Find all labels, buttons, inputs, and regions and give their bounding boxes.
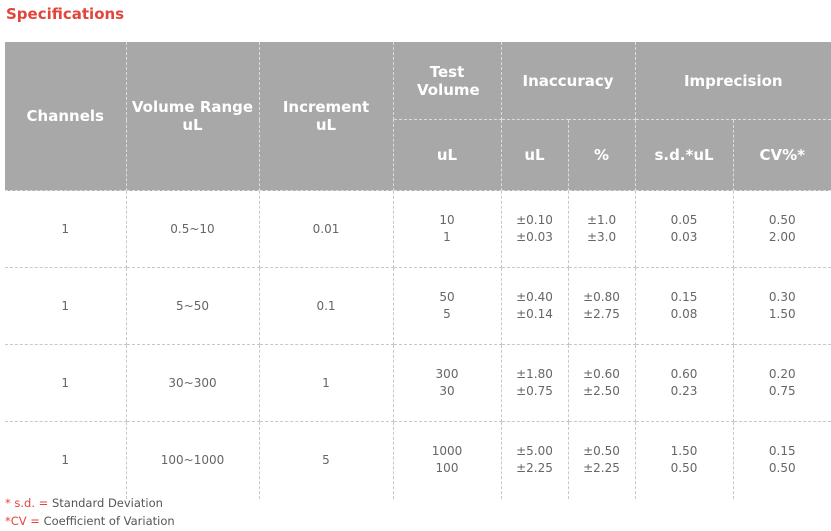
cell-inaccuracy-pct: ±0.50 ±2.25 bbox=[568, 421, 636, 499]
table-row: 1 100~1000 5 1000 100 ±5.00 ±2.25 ±0.50 ±2.… bbox=[5, 421, 831, 499]
header-sd-ul: s.d.*uL bbox=[635, 119, 734, 191]
cell-increment: 5 bbox=[259, 421, 394, 499]
header-test-volume: Test Volume bbox=[393, 42, 502, 120]
table-row: 1 5~50 0.1 50 5 ±0.40 ±0.14 ±0.80 ±2.75 0.1… bbox=[5, 267, 831, 345]
cell-test-volume: 1000 100 bbox=[393, 421, 502, 499]
cell-sd: 0.60 0.23 bbox=[635, 344, 734, 422]
cell-channels: 1 bbox=[5, 267, 127, 345]
cell-cv: 0.50 2.00 bbox=[733, 190, 831, 268]
cell-cv: 0.30 1.50 bbox=[733, 267, 831, 345]
header-inaccuracy-ul: uL bbox=[501, 119, 569, 191]
header-increment: Increment uL bbox=[259, 42, 394, 191]
cell-test-volume: 50 5 bbox=[393, 267, 502, 345]
cell-channels: 1 bbox=[5, 344, 127, 422]
cell-channels: 1 bbox=[5, 190, 127, 268]
cell-volume-range: 100~1000 bbox=[126, 421, 260, 499]
cell-channels: 1 bbox=[5, 421, 127, 499]
cell-volume-range: 5~50 bbox=[126, 267, 260, 345]
cell-inaccuracy-pct: ±1.0 ±3.0 bbox=[568, 190, 636, 268]
header-cv-pct: CV%* bbox=[733, 119, 831, 191]
cell-increment: 1 bbox=[259, 344, 394, 422]
header-imprecision: Imprecision bbox=[635, 42, 831, 120]
cell-inaccuracy-ul: ±0.40 ±0.14 bbox=[501, 267, 569, 345]
cell-inaccuracy-ul: ±0.10 ±0.03 bbox=[501, 190, 569, 268]
cell-cv: 0.20 0.75 bbox=[733, 344, 831, 422]
footnote-sd: * s.d. = Standard Deviation bbox=[5, 494, 175, 512]
header-test-volume-unit: uL bbox=[393, 119, 502, 191]
footnotes: * s.d. = Standard Deviation *CV = Coeffi… bbox=[5, 494, 175, 530]
cell-test-volume: 10 1 bbox=[393, 190, 502, 268]
cell-inaccuracy-ul: ±1.80 ±0.75 bbox=[501, 344, 569, 422]
cell-sd: 1.50 0.50 bbox=[635, 421, 734, 499]
cell-sd: 0.05 0.03 bbox=[635, 190, 734, 268]
table-row: 1 30~300 1 300 30 ±1.80 ±0.75 ±0.60 ±2.50 0… bbox=[5, 344, 831, 422]
footnote-sd-text: Standard Deviation bbox=[51, 496, 163, 510]
header-volume-range: Volume Range uL bbox=[126, 42, 260, 191]
cell-inaccuracy-ul: ±5.00 ±2.25 bbox=[501, 421, 569, 499]
footnote-cv-mark: *CV = bbox=[5, 514, 40, 528]
cell-volume-range: 30~300 bbox=[126, 344, 260, 422]
cell-inaccuracy-pct: ±0.60 ±2.50 bbox=[568, 344, 636, 422]
cell-increment: 0.01 bbox=[259, 190, 394, 268]
cell-sd: 0.15 0.08 bbox=[635, 267, 734, 345]
header-inaccuracy-pct: % bbox=[568, 119, 636, 191]
header-channels: Channels bbox=[5, 42, 127, 191]
cell-test-volume: 300 30 bbox=[393, 344, 502, 422]
cell-volume-range: 0.5~10 bbox=[126, 190, 260, 268]
footnote-cv-text: Coefficient of Variation bbox=[43, 514, 175, 528]
footnote-cv: *CV = Coefficient of Variation bbox=[5, 512, 175, 530]
footnote-sd-mark: * s.d. = bbox=[5, 496, 49, 510]
cell-inaccuracy-pct: ±0.80 ±2.75 bbox=[568, 267, 636, 345]
cell-cv: 0.15 0.50 bbox=[768, 444, 796, 476]
specifications-table: Channels Volume Range uL Increment uL Test… bbox=[5, 42, 831, 499]
table-row: 1 0.5~10 0.01 10 1 ±0.10 ±0.03 ±1.0 ±3.0 0.… bbox=[5, 190, 831, 268]
page-title: Specifications bbox=[6, 5, 125, 23]
header-inaccuracy: Inaccuracy bbox=[501, 42, 636, 120]
cell-increment: 0.1 bbox=[259, 267, 394, 345]
